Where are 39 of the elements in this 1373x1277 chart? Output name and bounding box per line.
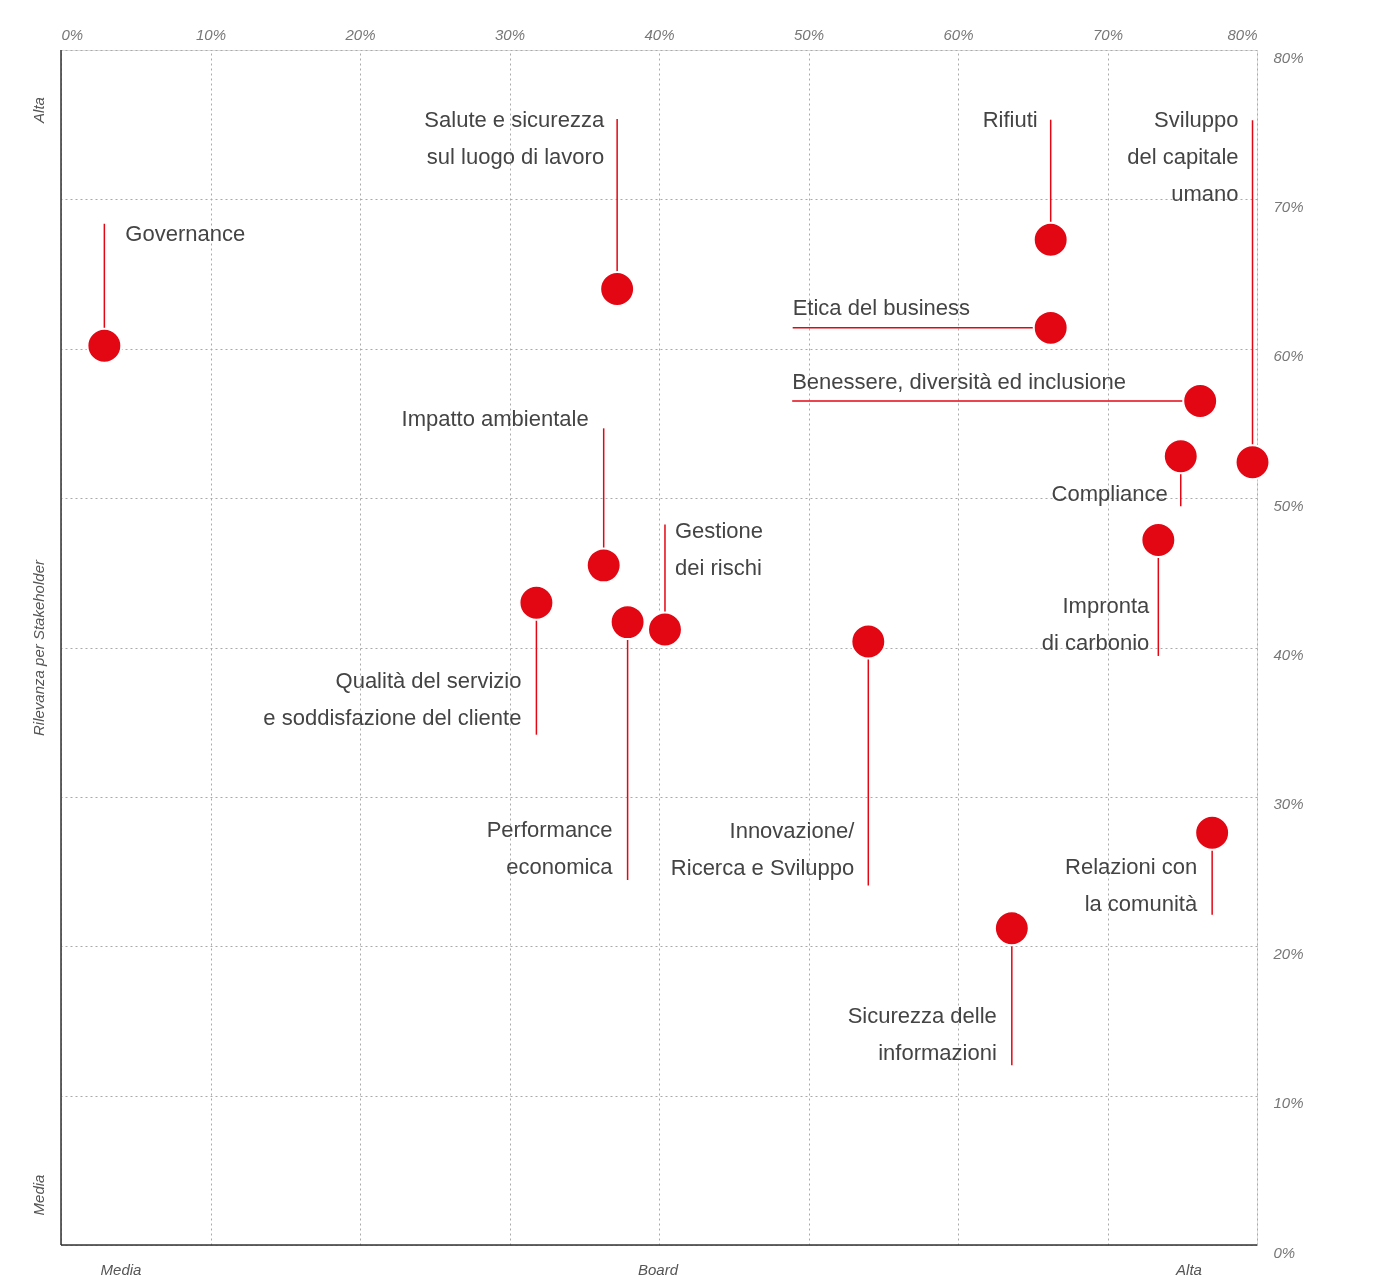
x-tick-label: 70%	[1092, 25, 1124, 43]
annotation: Benessere, diversità ed inclusione	[792, 369, 1127, 395]
annotation: Performance economica	[486, 817, 614, 880]
x-tick-label: 50%	[793, 25, 825, 43]
y-tick-label: 60%	[1273, 347, 1304, 365]
x-tick-label: 0%	[61, 25, 84, 43]
annotation: Compliance	[1051, 481, 1168, 507]
x-axis-title: Board	[637, 1261, 679, 1277]
text: Media	[30, 1174, 47, 1216]
annotation: Impatto ambientale	[401, 406, 589, 432]
y-tick-label: 10%	[1273, 1094, 1304, 1112]
annotation: Etica del business	[792, 294, 971, 320]
y-tick-label: 50%	[1273, 496, 1304, 514]
annotation: Rifiuti	[982, 106, 1038, 132]
annotation: Governance	[125, 220, 246, 246]
y-tick-label: 70%	[1273, 197, 1304, 215]
annotation: Qualità del servizio e soddisfazione del cliente	[263, 667, 522, 730]
y-tick-label: 0%	[1273, 1243, 1296, 1261]
annotation: Salute e sicurezza sul luogo di lavoro	[424, 107, 605, 169]
y-tick-label: 80%	[1273, 48, 1304, 66]
x-tick-label: 80%	[1227, 25, 1258, 43]
text: Alta	[1175, 1261, 1202, 1277]
annotation: Sicurezza delle informazioni	[847, 1003, 997, 1066]
text: Alta	[30, 97, 47, 124]
annotation: Relazioni con la comunità	[1065, 853, 1198, 916]
y-tick-label: 40%	[1273, 646, 1304, 663]
annotation: Sviluppo del capitale umano	[1127, 107, 1239, 207]
annotation: Gestione dei rischi	[674, 517, 764, 580]
y-tick-label: 20%	[1272, 944, 1304, 962]
x-tick-label: 30%	[494, 25, 526, 43]
x-tick-label: 40%	[644, 25, 675, 43]
x-tick-label: 10%	[195, 25, 227, 43]
text: Media	[100, 1261, 142, 1277]
y-axis-title: Rilevanza per Stakeholder	[30, 559, 47, 736]
x-tick-label: 60%	[943, 25, 974, 43]
annotation: Impronta di carbonio	[1041, 592, 1151, 655]
annotation: Innovazione/ Ricerca e Sviluppo	[670, 817, 856, 880]
x-tick-label: 20%	[344, 25, 376, 43]
y-tick-label: 30%	[1273, 795, 1304, 813]
